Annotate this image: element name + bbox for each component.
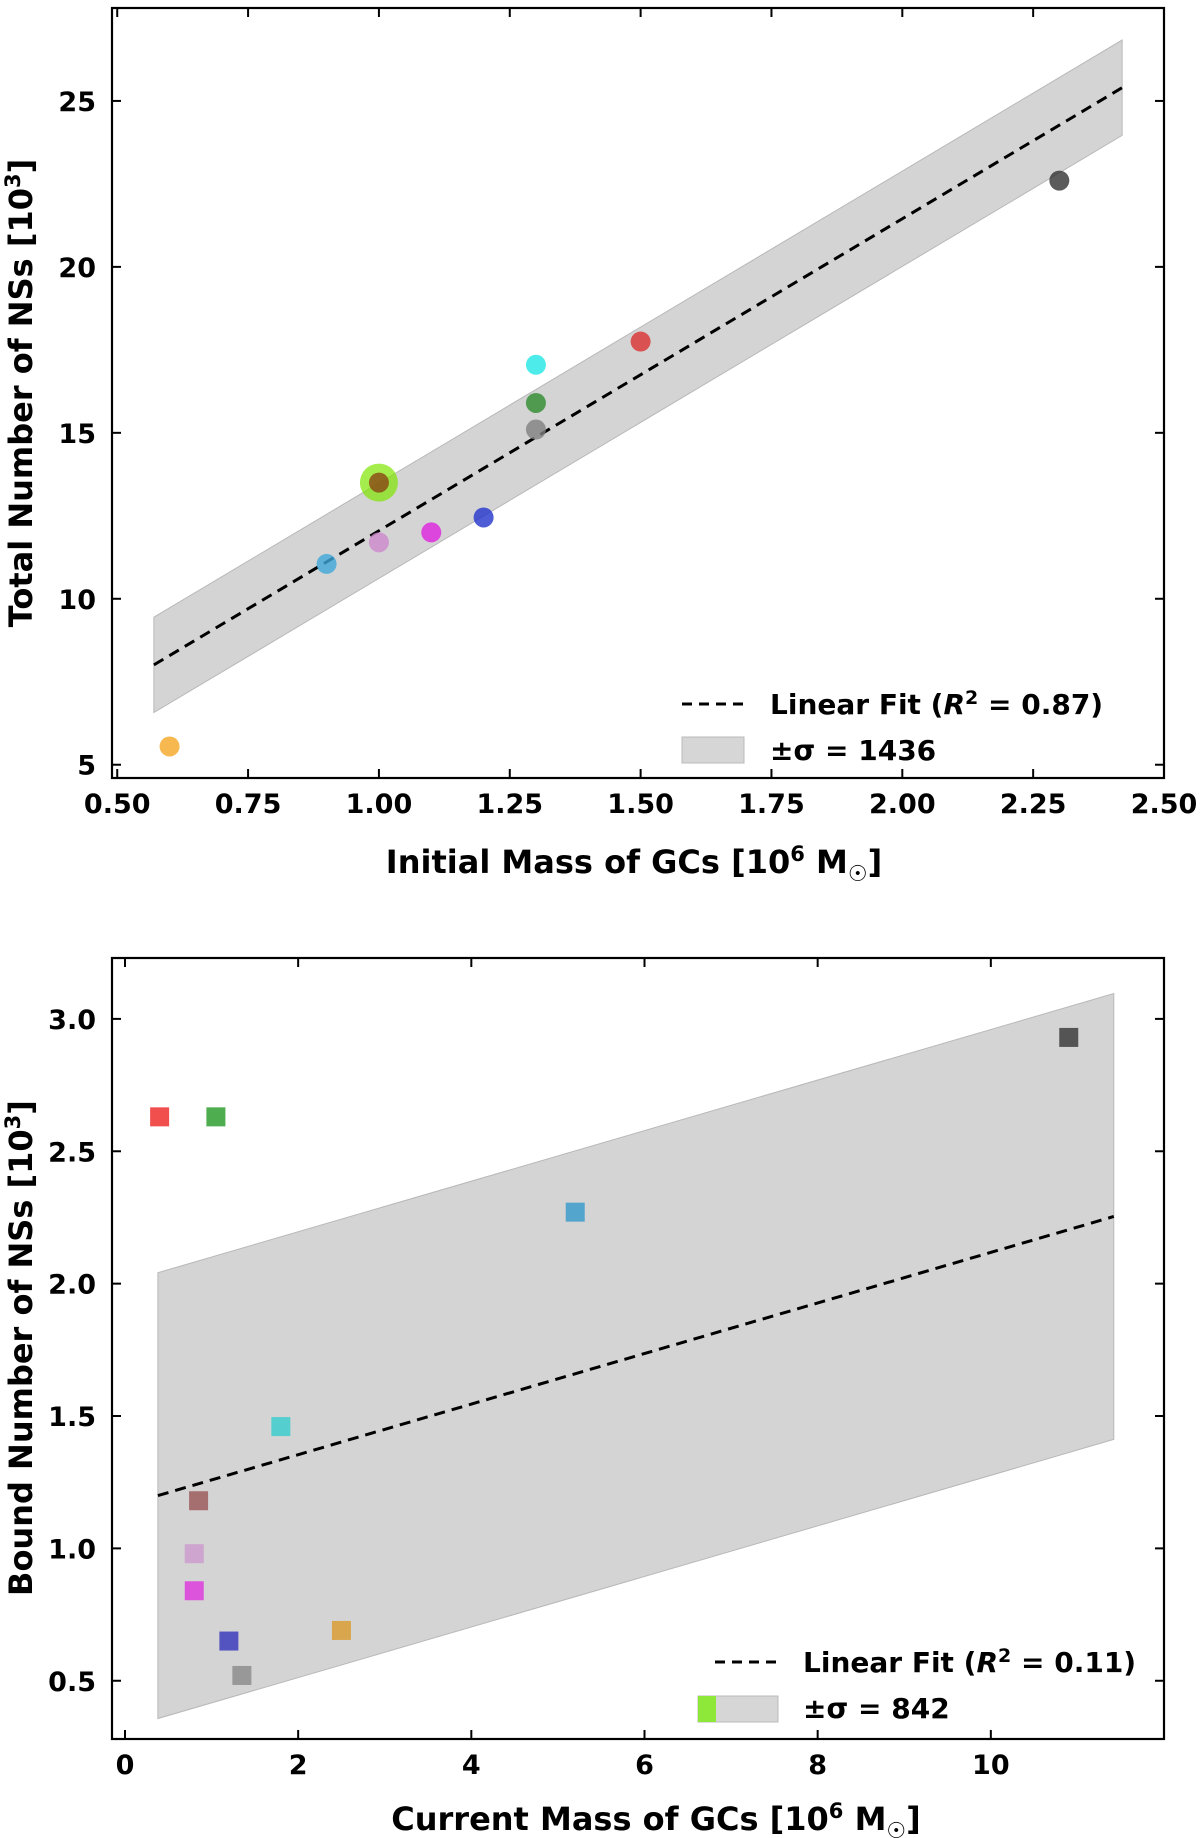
y-tick-label: 10 — [58, 585, 96, 616]
x-tick-label: 0 — [116, 1750, 135, 1781]
y-axis-label: Total Number of NSs [103] — [1, 159, 40, 627]
data-point — [184, 1544, 204, 1564]
chart-current-mass: Bound Number of NSs [103] Current Mass o… — [1, 956, 1166, 1838]
data-point — [525, 419, 546, 440]
data-point — [316, 553, 337, 574]
x-tick-label: 10 — [972, 1750, 1010, 1781]
x-axis-label: Current Mass of GCs [106 M☉] — [391, 1799, 921, 1838]
legend: Linear Fit (R2 = 0.87) ±σ = 1436 — [681, 687, 1103, 767]
legend-fit-label: Linear Fit (R2 = 0.11) — [803, 1645, 1136, 1679]
data-point — [630, 331, 651, 352]
data-point — [368, 532, 389, 553]
plot-area-initial-mass — [153, 39, 1123, 757]
data-point — [159, 736, 180, 757]
y-tick-label: 2.5 — [48, 1137, 96, 1168]
data-point — [219, 1631, 239, 1651]
data-point — [150, 1107, 170, 1127]
legend-marker-overlap — [698, 1696, 716, 1722]
sigma-band — [157, 992, 1115, 1720]
y-tick-label: 20 — [58, 253, 96, 284]
x-tick-label: 1.75 — [738, 789, 805, 820]
data-point — [525, 354, 546, 375]
y-tick-label: 0.5 — [48, 1667, 96, 1698]
y-tick-label: 1.0 — [48, 1534, 96, 1565]
axes-frame — [110, 6, 1166, 780]
x-tick-label: 1.50 — [607, 789, 674, 820]
x-axis-label: Initial Mass of GCs [106 M☉] — [386, 842, 882, 887]
x-tick-label: 6 — [635, 1750, 654, 1781]
data-point — [232, 1665, 252, 1685]
data-point — [525, 392, 546, 413]
y-tick-label: 15 — [58, 419, 96, 450]
y-tick-label: 3.0 — [48, 1005, 96, 1036]
y-tick-label: 1.5 — [48, 1402, 96, 1433]
x-tick-label: 2 — [289, 1750, 308, 1781]
data-point — [331, 1620, 351, 1640]
data-point — [421, 522, 442, 543]
data-point — [368, 472, 389, 493]
data-point — [184, 1581, 204, 1601]
legend-sigma-swatch — [681, 736, 745, 764]
data-point — [473, 507, 494, 528]
axes-frame — [110, 956, 1166, 1741]
x-tick-label: 2.00 — [869, 789, 936, 820]
legend-sigma-label: ±σ = 842 — [803, 1692, 950, 1725]
data-point — [271, 1417, 291, 1437]
legend: Linear Fit (R2 = 0.11) ±σ = 842 — [697, 1645, 1136, 1725]
data-point — [189, 1491, 209, 1511]
x-tick-label: 2.50 — [1131, 789, 1198, 820]
y-tick-label: 25 — [58, 87, 96, 118]
x-tick-label: 0.75 — [215, 789, 282, 820]
linear-fit-line — [153, 86, 1123, 667]
linear-fit-line — [157, 1215, 1115, 1498]
legend-sigma-label: ±σ = 1436 — [770, 734, 936, 767]
x-tick-label: 1.00 — [346, 789, 413, 820]
data-point — [1049, 170, 1070, 191]
data-point — [206, 1107, 226, 1127]
x-tick-label: 8 — [808, 1750, 827, 1781]
x-tick-label: 0.50 — [84, 789, 151, 820]
legend-fit-label: Linear Fit (R2 = 0.87) — [770, 687, 1103, 721]
data-point — [565, 1202, 585, 1222]
x-tick-label: 1.25 — [476, 789, 543, 820]
data-point — [1059, 1027, 1079, 1047]
x-tick-label: 2.25 — [1000, 789, 1067, 820]
plot-area-current-mass — [150, 992, 1115, 1720]
y-tick-label: 5 — [77, 751, 96, 782]
y-axis-label: Bound Number of NSs [103] — [1, 1100, 40, 1596]
x-tick-label: 4 — [462, 1750, 481, 1781]
y-tick-label: 2.0 — [48, 1270, 96, 1301]
chart-initial-mass: Total Number of NSs [103] Initial Mass o… — [1, 6, 1198, 887]
